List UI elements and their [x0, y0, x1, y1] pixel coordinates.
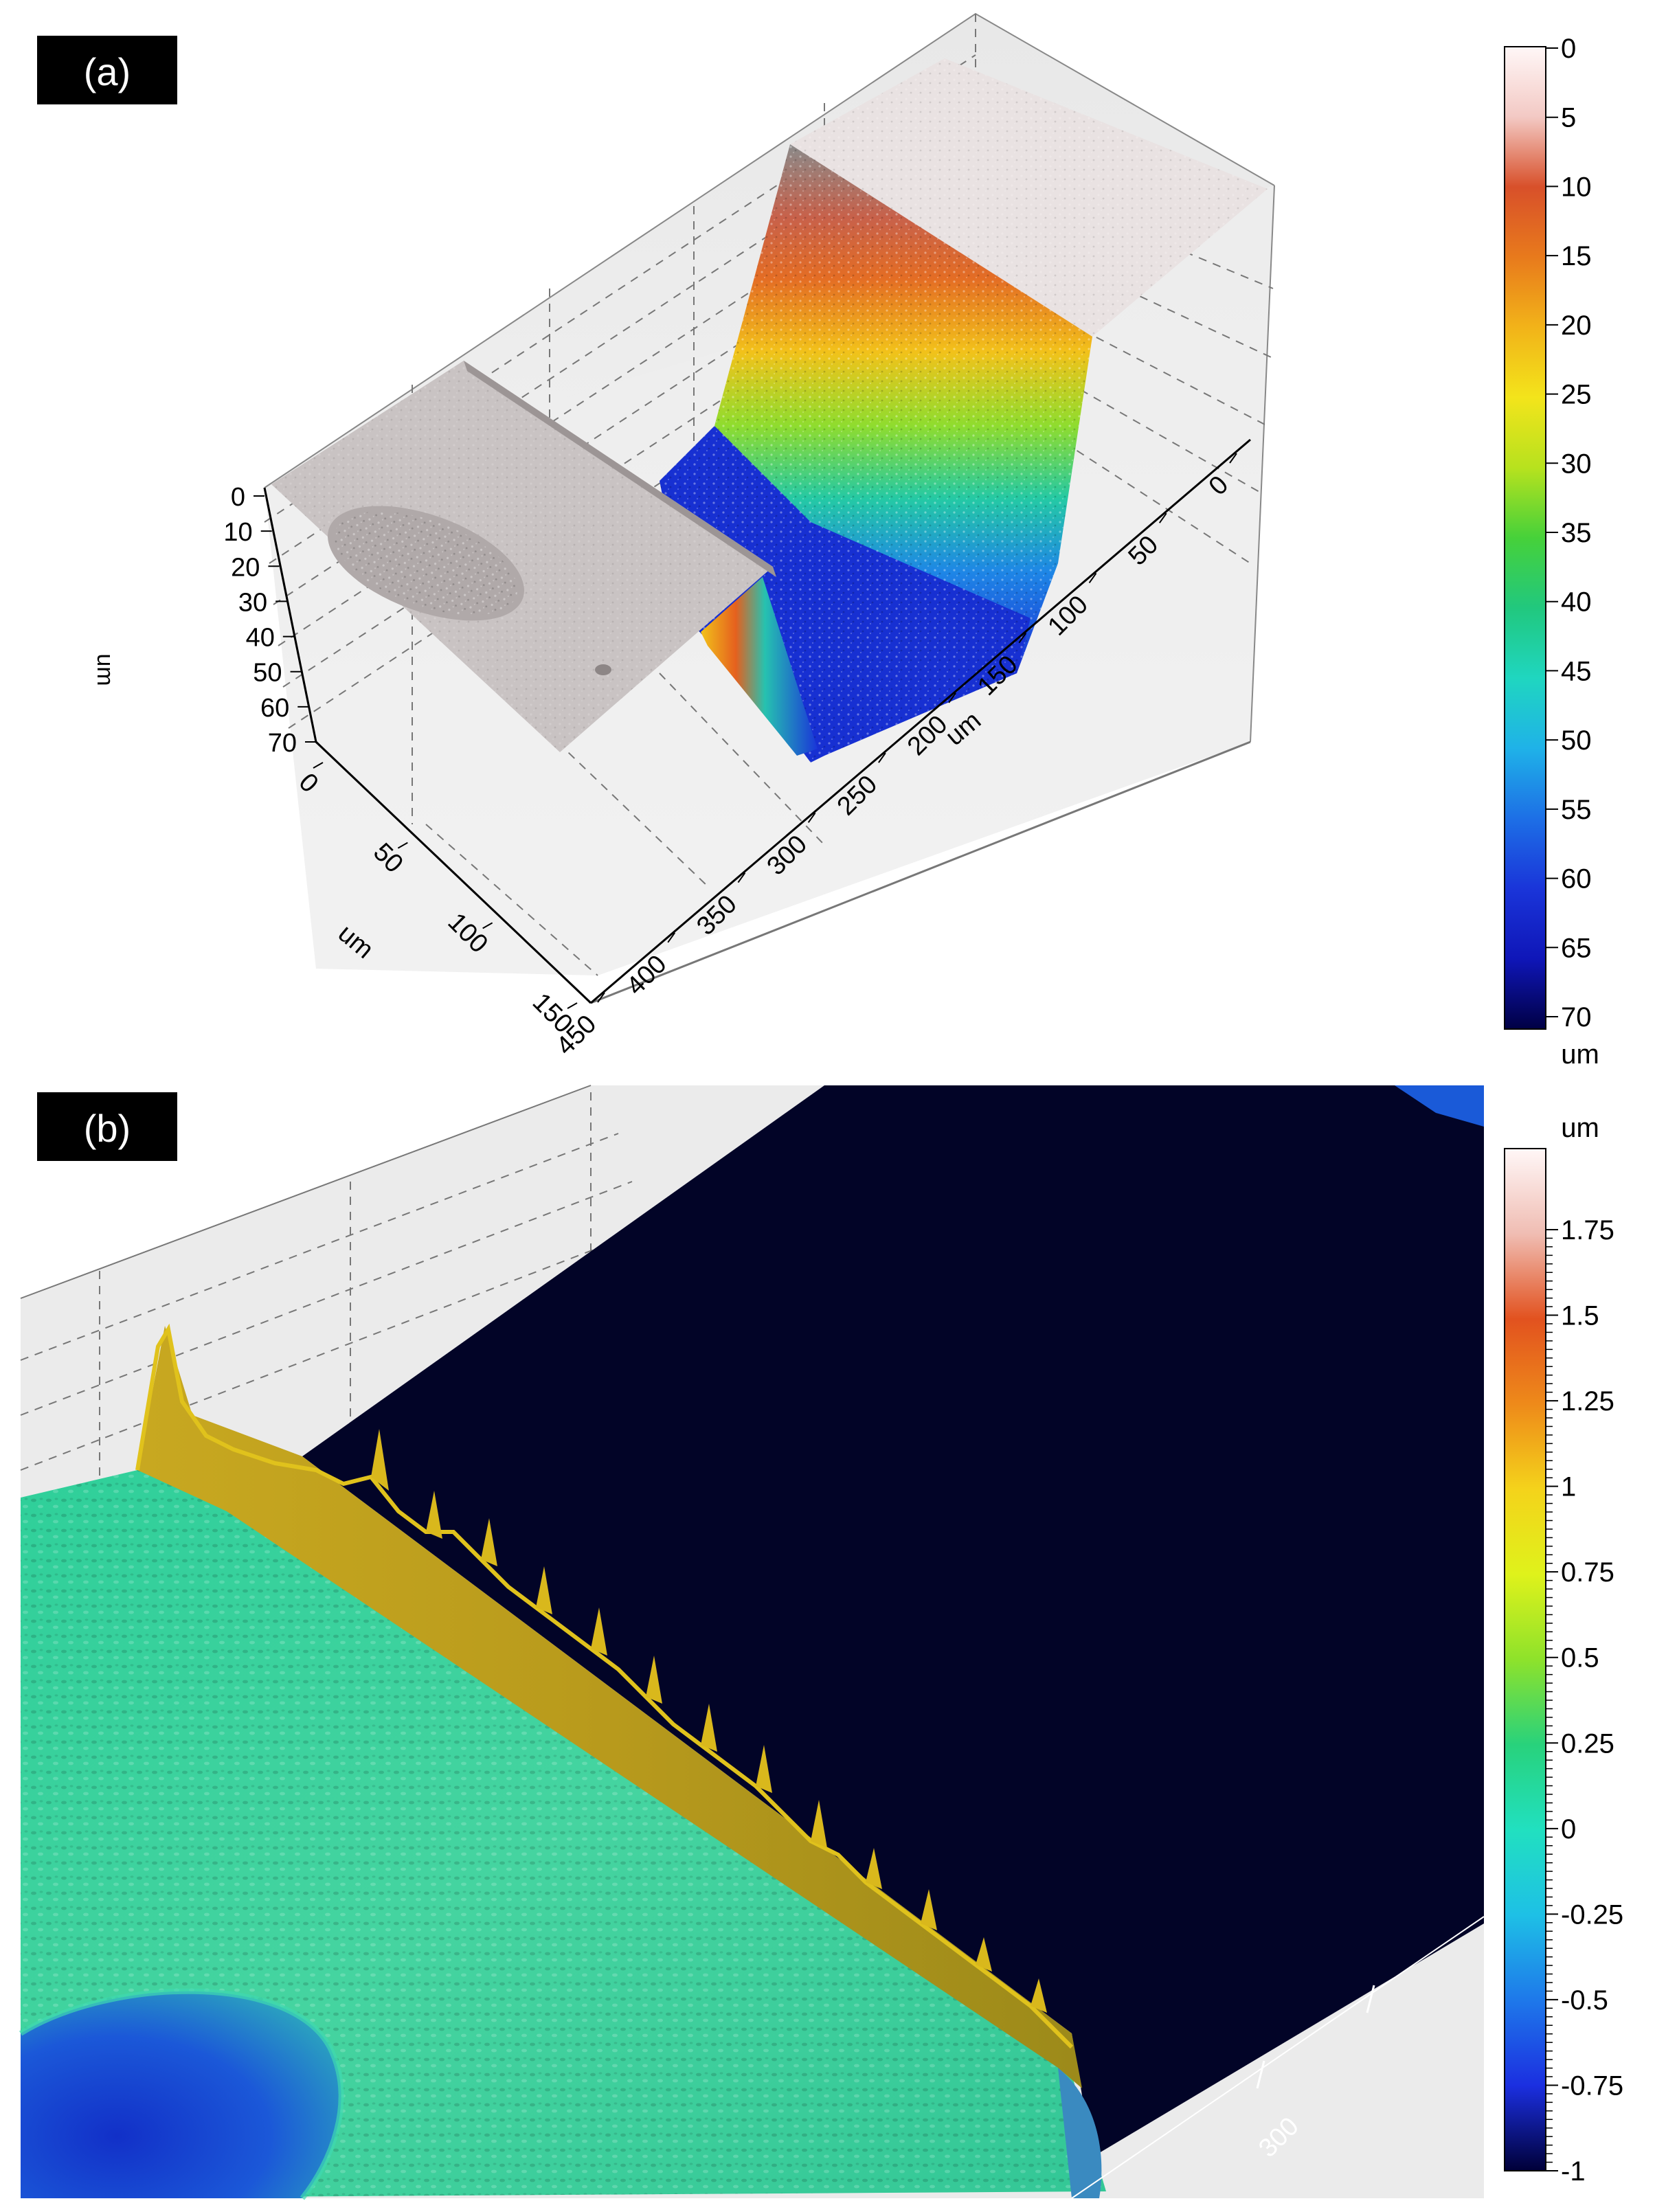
panel-a-colorbar-tick-label: 60	[1561, 864, 1592, 894]
panel-a-z-tick-label: 40	[246, 624, 275, 653]
panel-b-label: (b)	[84, 1107, 131, 1150]
panel-a-colorbar-tick-label: 0	[1561, 34, 1576, 64]
panel-a-colorbar-tick-label: 30	[1561, 449, 1592, 479]
panel-a-colorbar-unit: um	[1561, 1039, 1599, 1070]
panel-a-z-tick-label: 30	[238, 588, 267, 617]
panel-a-colorbar-tick-label: 10	[1561, 172, 1592, 202]
panel-b-x-axis-line	[1071, 1916, 1485, 2199]
panel-a: (a)	[37, 12, 1599, 1070]
panel-a-z-tick-label: 70	[268, 729, 297, 758]
panel-a-z-tick-label: 0	[231, 483, 245, 512]
panel-a-colorbar: 0 5 10 15 20 25 30 35 40 45 50 55 60 65 70 um	[1504, 34, 1599, 1070]
panel-a-x-tick-mark	[1088, 572, 1097, 584]
panel-b-colorbar: um 1.75 1.5 1.25 1 0.75 0.5 0.25 0 -0.25 -0.5 -0.7…	[1504, 1113, 1623, 2187]
panel-b-colorbar-tick-label: -0.25	[1561, 1899, 1623, 1930]
panel-b-pit	[21, 1991, 341, 2198]
panel-a-y-tick-mark	[482, 922, 493, 929]
panel-b-dark-floor	[302, 1085, 1484, 2157]
panel-a-x-tick-mark	[878, 752, 886, 763]
panel-b-colorbar-tick-label: 1.75	[1561, 1215, 1614, 1245]
panel-a-left-slope	[701, 577, 818, 756]
panel-a-colorbar-tick-label: 20	[1561, 311, 1592, 341]
panel-a-label-box	[37, 36, 177, 104]
panel-a-z-tick-label: 50	[253, 659, 282, 688]
panel-a-z-axis-line	[263, 487, 317, 743]
panel-a-z-tick-label: 10	[223, 518, 252, 547]
panel-b-colorbar-tick-label: -0.75	[1561, 2070, 1623, 2101]
panel-b-colorbar-tick-label: -0.5	[1561, 1985, 1608, 2016]
panel-a-y-tick-mark	[397, 842, 408, 849]
panel-a-colorbar-tick-label: 35	[1561, 518, 1592, 548]
panel-a-x-tick-mark	[807, 812, 816, 823]
panel-a-x-tick-mark	[1158, 512, 1167, 523]
panel-b-label-box	[37, 1092, 177, 1161]
panel-b-colorbar-tick-label: 0.75	[1561, 1557, 1614, 1588]
panel-b-colorbar-tick-label: 1	[1561, 1472, 1576, 1502]
panel-a-colorbar-tick-label: 65	[1561, 933, 1592, 963]
panel-a-z-ticks: 0 10 20 30 40 50 60 70	[223, 483, 316, 758]
panel-a-colorbar-tick-label: 40	[1561, 587, 1592, 618]
panel-a-colorbar-tick-label: 55	[1561, 795, 1592, 825]
panel-a-colorbar-tick-label: 50	[1561, 725, 1592, 756]
panel-b-ridge-spikes	[371, 1429, 1047, 2013]
panel-a-y-tick-mark	[313, 762, 324, 769]
panel-a-x-axis-line	[590, 438, 1251, 1004]
panel-a-x-tick-mark	[737, 872, 746, 883]
panel-a-y-axis-line	[315, 741, 592, 1004]
panel-b: 300 (b) um 1.751.51.2510.750.50.250-0.25…	[19, 1085, 1623, 2200]
panel-a-colorbar-tick-label: 45	[1561, 656, 1592, 686]
panel-b-ridge	[137, 1326, 1082, 2088]
panel-a-x-tick-mark	[1018, 633, 1027, 644]
panel-a-z-tick-label: 60	[260, 694, 289, 723]
panel-b-colorbar-tick-label: 0	[1561, 1814, 1576, 1844]
panel-b-colorbar-tick-label: 1.5	[1561, 1301, 1599, 1331]
panel-a-colorbar-tick-label: 5	[1561, 103, 1576, 133]
panel-a-colorbar-bar	[1504, 46, 1546, 1030]
panel-b-colorbar-unit: um	[1561, 1113, 1599, 1143]
panel-b-colorbar-tick-label: 1.25	[1561, 1386, 1614, 1417]
panel-b-colorbar-tick-label: 0.25	[1561, 1728, 1614, 1759]
panel-b-colorbar-tick-label: -1	[1561, 2156, 1586, 2187]
panel-a-x-tick-mark	[948, 692, 956, 703]
panel-a-label: (a)	[84, 50, 131, 93]
panel-a-colorbar-tick-label: 25	[1561, 380, 1592, 410]
panel-a-colorbar-tick-label: 70	[1561, 1002, 1592, 1032]
panel-a-x-tick-mark	[597, 992, 605, 1003]
panel-a-x-tick-mark	[667, 932, 676, 943]
panel-a-x-tick-mark	[1229, 453, 1237, 464]
panel-b-colorbar-tick-label: 0.5	[1561, 1643, 1599, 1673]
panel-a-z-axis-label: um	[92, 653, 118, 686]
panel-a-z-tick-label: 20	[231, 553, 260, 582]
panel-a-y-tick-mark	[567, 1002, 578, 1009]
panel-a-colorbar-tick-label: 15	[1561, 241, 1592, 271]
panel-b-colorbar-bar	[1504, 1148, 1546, 2171]
